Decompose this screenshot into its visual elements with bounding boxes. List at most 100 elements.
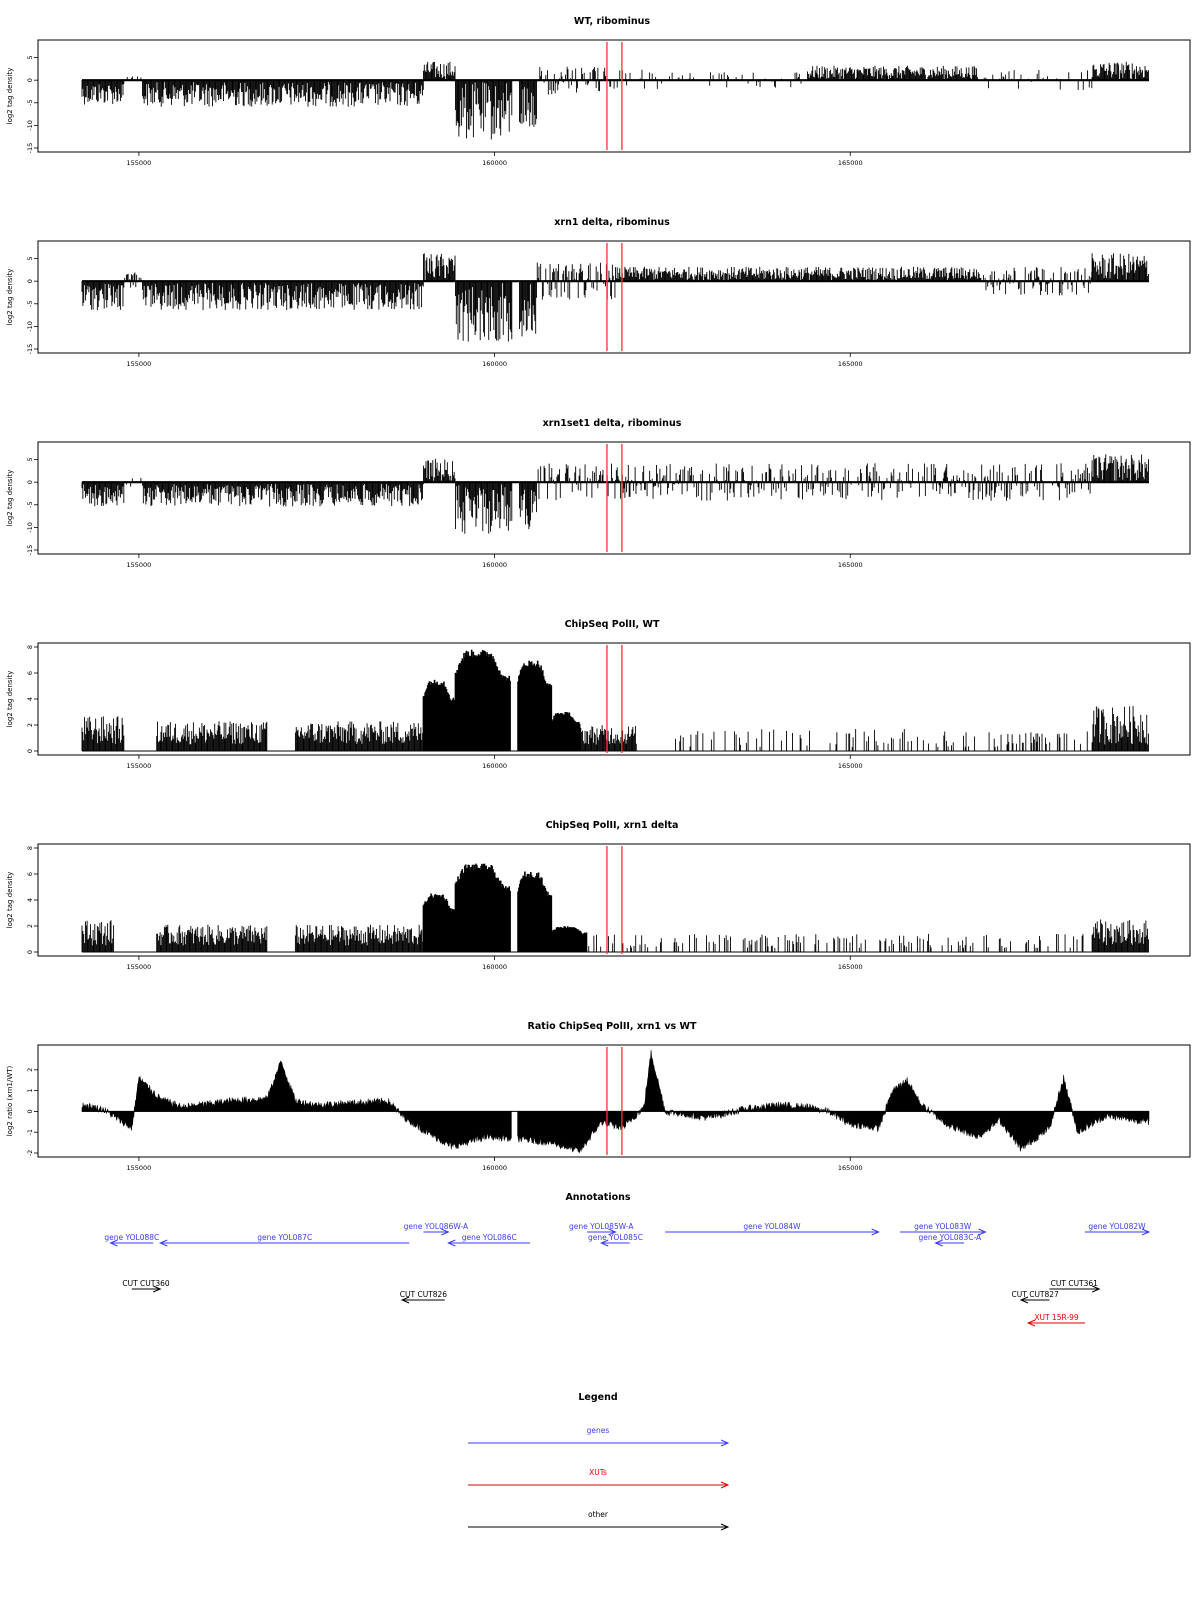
x-tick-label: 165000 [838,159,863,167]
x-tick-label: 160000 [482,762,507,770]
plot-frame [37,39,1191,153]
feature-label: gene YOL085W-A [569,1222,634,1231]
arrowhead-icon [978,1228,987,1236]
feature-label: gene YOL085C [588,1233,643,1242]
feature-label: CUT CUT360 [122,1279,170,1288]
feature-label: gene YOL086C [462,1233,517,1242]
data-series [81,649,1149,752]
arrowhead-icon [400,1296,410,1304]
x-axis: 155000 160000 165000 [126,755,863,770]
y-tick-label: -5 [26,301,34,307]
y-axis-label: log2 tag density [6,68,14,125]
arrowhead-icon [720,1523,730,1531]
y-tick-label: 0 [26,480,34,484]
y-axis-label: log2 tag density [6,470,14,527]
y-tick-label: 0 [26,279,34,283]
y-tick-label: 1 [26,1089,34,1093]
arrowhead-icon [600,1239,609,1247]
x-axis: 155000 160000 165000 [126,554,863,569]
plot-frame [37,240,1191,354]
ratio-area [81,1050,1150,1153]
y-tick-label: 2 [26,723,34,727]
feature-gene: gene YOL086C [447,1233,531,1247]
arrowhead-icon [608,1228,617,1236]
panel-title: ChipSeq PolII, WT [565,619,660,630]
arrowhead-icon [934,1239,943,1247]
x-tick-label: 160000 [482,561,507,569]
plot-frame [37,441,1191,555]
feature-label: gene YOL086W-A [404,1222,469,1231]
x-tick-label: 155000 [126,762,151,770]
y-tick-label: -5 [26,502,34,508]
feature-gene: gene YOL085W-A [569,1222,634,1236]
y-tick-label: 5 [26,256,34,260]
y-tick-label: -1 [26,1129,34,1135]
feature-gene: gene YOL086W-A [404,1222,469,1236]
y-tick-label: 8 [26,846,34,850]
y-tick-label: 5 [26,55,34,59]
legend-item: other [468,1510,730,1531]
y-tick-label: -15 [26,143,34,154]
y-tick-label: 5 [26,457,34,461]
feature-other: CUT CUT827 [1012,1290,1060,1304]
data-series [81,1049,1150,1153]
arrowhead-icon [871,1228,880,1236]
arrowhead-icon [441,1228,450,1236]
feature-label: gene YOL082W [1088,1222,1146,1231]
arrowhead-icon [153,1285,162,1293]
y-axis-label: log2 tag density [6,269,14,326]
y-axis-label: log2 ratio (xrn1/WT) [6,1065,14,1136]
arrowhead-icon [1019,1296,1029,1304]
y-axis: 0 2 4 6 8 [26,645,38,753]
panel-title: xrn1set1 delta, ribominus [543,418,682,429]
feature-gene: gene YOL088C [104,1233,159,1247]
data-gap [511,1049,518,1153]
feature-label: CUT CUT827 [1012,1290,1060,1299]
feature-other: CUT CUT826 [400,1290,447,1304]
arrowhead-icon [1092,1285,1101,1293]
arrowhead-icon [720,1481,730,1489]
y-axis: -15 -10 -5 0 5 [26,457,38,555]
y-tick-label: 4 [26,697,34,701]
panel-title: Ratio ChipSeq PolII, xrn1 vs WT [528,1021,697,1032]
y-tick-label: 2 [26,1068,34,1072]
x-tick-label: 160000 [482,360,507,368]
legend-label: genes [587,1426,610,1435]
y-tick-label: -10 [26,522,34,533]
x-tick-label: 160000 [482,963,507,971]
data-series [81,61,1149,140]
x-tick-label: 165000 [838,963,863,971]
y-tick-label: -15 [26,344,34,355]
panel-2: xrn1 delta, ribominus -15 -10 -5 0 5 log2 tag … [6,217,1191,368]
arrowhead-icon [447,1239,456,1247]
feature-gene: gene YOL087C [158,1233,410,1247]
y-axis: -15 -10 -5 0 5 [26,256,38,354]
x-tick-label: 155000 [126,1164,151,1172]
y-tick-label: -15 [26,545,34,556]
x-tick-label: 165000 [838,561,863,569]
y-tick-label: -2 [26,1150,34,1156]
legend-item: genes [468,1426,730,1447]
y-axis-label: log2 tag density [6,872,14,929]
feature-label: gene YOL084W [743,1222,801,1231]
feature-gene: gene YOL082W [1084,1222,1151,1236]
annotation-track: Annotations gene YOL088C gene YOL087C gene … [104,1192,1151,1327]
feature-label: CUT CUT361 [1051,1279,1099,1288]
x-tick-label: 165000 [838,762,863,770]
x-axis: 155000 160000 165000 [126,1157,863,1172]
annotations-title: Annotations [565,1192,630,1203]
arrowhead-icon [109,1239,118,1247]
y-tick-label: -10 [26,321,34,332]
feature-gene: gene YOL083W [900,1222,987,1236]
panel-3: xrn1set1 delta, ribominus -15 -10 -5 0 5 log2 … [6,418,1191,569]
panel-5: ChipSeq PolII, xrn1 delta 0 2 4 6 8 log2 tag d… [6,820,1191,971]
x-tick-label: 165000 [838,1164,863,1172]
feature-label: XUT 15R-99 [1034,1313,1079,1322]
panel-4: ChipSeq PolII, WT 0 2 4 6 8 log2 tag density 15… [6,619,1191,770]
feature-label: gene YOL083W [914,1222,972,1231]
y-tick-label: 8 [26,645,34,649]
feature-label: gene YOL087C [257,1233,312,1242]
x-axis: 155000 160000 165000 [126,152,863,167]
arrowhead-icon [1026,1319,1036,1327]
panel-1: WT, ribominus -15 -10 -5 0 5 log2 tag density 1… [6,16,1191,167]
